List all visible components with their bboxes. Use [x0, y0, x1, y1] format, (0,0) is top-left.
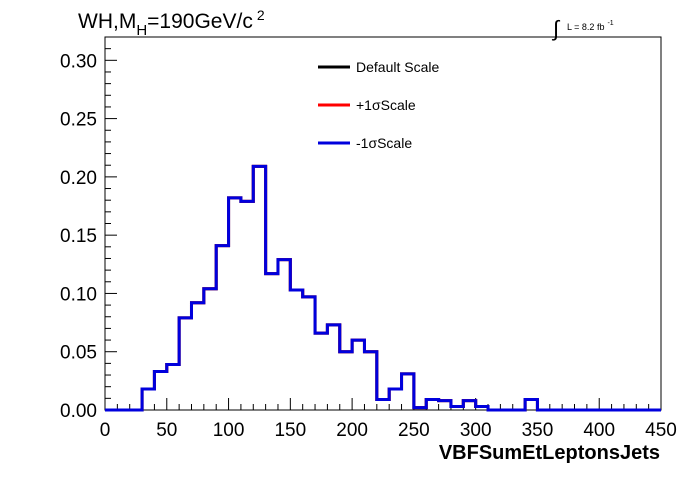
y-tick-label: 0.10 — [60, 284, 97, 305]
y-tick-label: 0.15 — [60, 226, 97, 247]
lumi-integral-sign: ∫ — [551, 16, 561, 41]
y-tick-label: 0.05 — [60, 343, 97, 364]
x-tick-label: 400 — [583, 420, 615, 441]
lumi-text: L = 8.2 fb — [567, 22, 604, 32]
legend-label: -1σScale — [356, 135, 412, 151]
lumi-superscript: -1 — [607, 20, 613, 27]
x-tick-label: 0 — [100, 420, 111, 441]
series-line — [105, 164, 661, 412]
legend-label: Default Scale — [356, 59, 439, 75]
x-tick-label: 300 — [460, 420, 492, 441]
y-axis: 0.00 0.05 0.10 0.15 0.20 0.25 0.30 — [60, 36, 117, 422]
lumi-label: L = 8.2 fb -1 — [567, 20, 614, 32]
y-tick-label: 0.30 — [60, 51, 97, 72]
x-tick-label: 450 — [645, 420, 677, 441]
x-tick-label: 200 — [336, 420, 368, 441]
title-subscript: H — [136, 22, 147, 39]
legend-label: +1σScale — [356, 97, 416, 113]
chart-title: WH,MH=190GeV/c 2 — [78, 7, 265, 39]
x-tick-label: 150 — [274, 420, 306, 441]
title-superscript: 2 — [257, 7, 265, 23]
x-axis: 0 50 100 150 200 250 300 350 400 450 — [100, 398, 677, 441]
x-tick-label: 250 — [398, 420, 430, 441]
title-rest: =190GeV/c — [147, 10, 253, 33]
x-axis-title: VBFSumEtLeptonsJets — [439, 442, 660, 464]
title-base: WH,M — [78, 10, 136, 33]
x-tick-label: 50 — [156, 420, 177, 441]
y-tick-label: 0.00 — [60, 401, 97, 422]
x-tick-label: 100 — [213, 420, 245, 441]
y-tick-label: 0.25 — [60, 110, 97, 131]
y-tick-label: 0.20 — [60, 168, 97, 189]
series-group — [105, 164, 661, 412]
x-tick-label: 350 — [522, 420, 554, 441]
legend: Default Scale +1σScale -1σScale — [318, 59, 439, 151]
